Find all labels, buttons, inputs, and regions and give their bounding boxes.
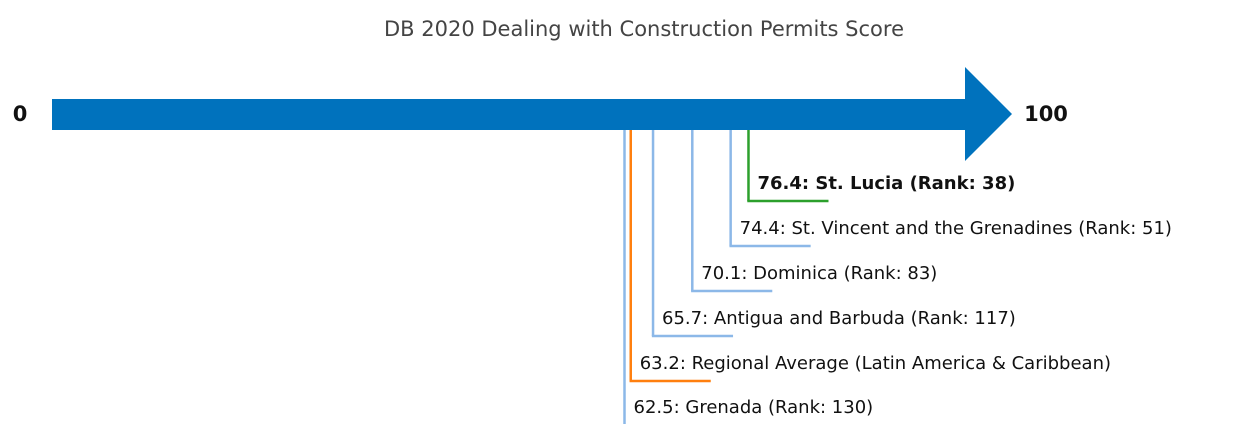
value-label: 70.1: Dominica (Rank: 83) xyxy=(701,263,937,284)
value-label: 76.4: St. Lucia (Rank: 38) xyxy=(757,173,1015,194)
value-label: 74.4: St. Vincent and the Grenadines (Ra… xyxy=(740,218,1172,239)
value-label: 62.5: Grenada (Rank: 130) xyxy=(634,397,874,418)
x-tick-label: 0 xyxy=(13,102,28,126)
chart-title: DB 2020 Dealing with Construction Permit… xyxy=(384,17,904,41)
axis-arrow-shaft xyxy=(52,99,966,130)
value-label: 65.7: Antigua and Barbuda (Rank: 117) xyxy=(662,308,1016,329)
axis-arrow-head xyxy=(965,67,1012,161)
x-tick-label: 100 xyxy=(1024,102,1068,126)
value-label: 63.2: Regional Average (Latin America & … xyxy=(640,353,1111,374)
